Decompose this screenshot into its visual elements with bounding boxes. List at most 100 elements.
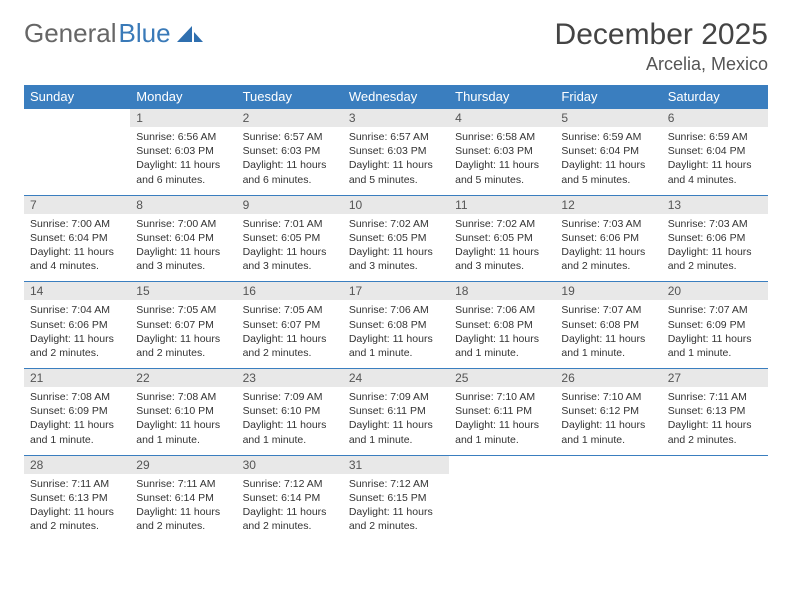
day-line: Sunset: 6:05 PM — [455, 231, 549, 245]
day-number: 2 — [237, 109, 343, 127]
day-line: Sunrise: 7:11 AM — [136, 477, 230, 491]
dow-friday: Friday — [555, 85, 661, 109]
calendar-day — [555, 455, 661, 541]
calendar-day: 15Sunrise: 7:05 AMSunset: 6:07 PMDayligh… — [130, 282, 236, 369]
day-body: Sunrise: 7:01 AMSunset: 6:05 PMDaylight:… — [237, 214, 343, 282]
day-body: Sunrise: 7:02 AMSunset: 6:05 PMDaylight:… — [343, 214, 449, 282]
day-number: 4 — [449, 109, 555, 127]
day-body: Sunrise: 7:04 AMSunset: 6:06 PMDaylight:… — [24, 300, 130, 368]
day-line: Sunrise: 7:02 AM — [349, 217, 443, 231]
day-line: Daylight: 11 hours and 1 minute. — [243, 418, 337, 446]
calendar-day: 24Sunrise: 7:09 AMSunset: 6:11 PMDayligh… — [343, 369, 449, 456]
day-line: Sunset: 6:09 PM — [668, 318, 762, 332]
location: Arcelia, Mexico — [555, 54, 768, 75]
day-line: Sunset: 6:08 PM — [349, 318, 443, 332]
calendar-day: 20Sunrise: 7:07 AMSunset: 6:09 PMDayligh… — [662, 282, 768, 369]
day-line: Sunset: 6:04 PM — [136, 231, 230, 245]
day-line: Sunrise: 7:04 AM — [30, 303, 124, 317]
month-title: December 2025 — [555, 18, 768, 52]
dow-row: Sunday Monday Tuesday Wednesday Thursday… — [24, 85, 768, 109]
day-line: Sunset: 6:09 PM — [30, 404, 124, 418]
day-line: Daylight: 11 hours and 2 minutes. — [30, 505, 124, 533]
day-line: Sunset: 6:08 PM — [561, 318, 655, 332]
day-body: Sunrise: 7:09 AMSunset: 6:10 PMDaylight:… — [237, 387, 343, 455]
day-body: Sunrise: 7:09 AMSunset: 6:11 PMDaylight:… — [343, 387, 449, 455]
day-body: Sunrise: 6:56 AMSunset: 6:03 PMDaylight:… — [130, 127, 236, 195]
day-line: Sunset: 6:03 PM — [349, 144, 443, 158]
day-line: Daylight: 11 hours and 6 minutes. — [243, 158, 337, 186]
day-line: Daylight: 11 hours and 1 minute. — [349, 332, 443, 360]
day-line: Daylight: 11 hours and 2 minutes. — [668, 418, 762, 446]
calendar-day — [449, 455, 555, 541]
calendar-day: 23Sunrise: 7:09 AMSunset: 6:10 PMDayligh… — [237, 369, 343, 456]
day-line: Daylight: 11 hours and 1 minute. — [455, 332, 549, 360]
day-line: Sunset: 6:15 PM — [349, 491, 443, 505]
calendar-week: 1Sunrise: 6:56 AMSunset: 6:03 PMDaylight… — [24, 109, 768, 196]
calendar-day: 26Sunrise: 7:10 AMSunset: 6:12 PMDayligh… — [555, 369, 661, 456]
calendar-day: 27Sunrise: 7:11 AMSunset: 6:13 PMDayligh… — [662, 369, 768, 456]
day-number: 5 — [555, 109, 661, 127]
calendar-day: 2Sunrise: 6:57 AMSunset: 6:03 PMDaylight… — [237, 109, 343, 196]
calendar-day: 10Sunrise: 7:02 AMSunset: 6:05 PMDayligh… — [343, 195, 449, 282]
day-number: 12 — [555, 196, 661, 214]
day-body: Sunrise: 7:00 AMSunset: 6:04 PMDaylight:… — [24, 214, 130, 282]
calendar-day: 21Sunrise: 7:08 AMSunset: 6:09 PMDayligh… — [24, 369, 130, 456]
day-body: Sunrise: 6:57 AMSunset: 6:03 PMDaylight:… — [237, 127, 343, 195]
day-line: Sunset: 6:10 PM — [136, 404, 230, 418]
dow-thursday: Thursday — [449, 85, 555, 109]
day-line: Daylight: 11 hours and 1 minute. — [349, 418, 443, 446]
day-body: Sunrise: 7:02 AMSunset: 6:05 PMDaylight:… — [449, 214, 555, 282]
day-line: Sunrise: 7:05 AM — [136, 303, 230, 317]
day-number: 13 — [662, 196, 768, 214]
calendar-day: 4Sunrise: 6:58 AMSunset: 6:03 PMDaylight… — [449, 109, 555, 196]
day-number — [24, 109, 130, 127]
calendar-week: 21Sunrise: 7:08 AMSunset: 6:09 PMDayligh… — [24, 369, 768, 456]
day-line: Sunset: 6:06 PM — [668, 231, 762, 245]
day-line: Daylight: 11 hours and 2 minutes. — [349, 505, 443, 533]
dow-tuesday: Tuesday — [237, 85, 343, 109]
day-body: Sunrise: 7:11 AMSunset: 6:13 PMDaylight:… — [662, 387, 768, 455]
dow-saturday: Saturday — [662, 85, 768, 109]
day-number: 8 — [130, 196, 236, 214]
day-line: Sunrise: 7:10 AM — [455, 390, 549, 404]
day-body: Sunrise: 7:10 AMSunset: 6:12 PMDaylight:… — [555, 387, 661, 455]
day-line: Sunrise: 7:03 AM — [561, 217, 655, 231]
day-number: 23 — [237, 369, 343, 387]
day-line: Sunrise: 7:07 AM — [668, 303, 762, 317]
day-body: Sunrise: 7:03 AMSunset: 6:06 PMDaylight:… — [555, 214, 661, 282]
dow-monday: Monday — [130, 85, 236, 109]
day-line: Sunset: 6:07 PM — [243, 318, 337, 332]
day-line: Sunset: 6:03 PM — [136, 144, 230, 158]
day-line: Daylight: 11 hours and 3 minutes. — [455, 245, 549, 273]
day-body: Sunrise: 6:57 AMSunset: 6:03 PMDaylight:… — [343, 127, 449, 195]
calendar-day — [24, 109, 130, 196]
day-line: Sunrise: 7:00 AM — [30, 217, 124, 231]
calendar-table: Sunday Monday Tuesday Wednesday Thursday… — [24, 85, 768, 541]
day-body: Sunrise: 7:07 AMSunset: 6:09 PMDaylight:… — [662, 300, 768, 368]
day-line: Sunrise: 7:05 AM — [243, 303, 337, 317]
day-body: Sunrise: 7:03 AMSunset: 6:06 PMDaylight:… — [662, 214, 768, 282]
calendar-week: 14Sunrise: 7:04 AMSunset: 6:06 PMDayligh… — [24, 282, 768, 369]
day-line: Daylight: 11 hours and 5 minutes. — [561, 158, 655, 186]
day-number: 6 — [662, 109, 768, 127]
calendar-day: 25Sunrise: 7:10 AMSunset: 6:11 PMDayligh… — [449, 369, 555, 456]
day-line: Daylight: 11 hours and 2 minutes. — [561, 245, 655, 273]
day-number: 3 — [343, 109, 449, 127]
day-line: Sunset: 6:08 PM — [455, 318, 549, 332]
calendar-day: 12Sunrise: 7:03 AMSunset: 6:06 PMDayligh… — [555, 195, 661, 282]
calendar-day: 5Sunrise: 6:59 AMSunset: 6:04 PMDaylight… — [555, 109, 661, 196]
day-body: Sunrise: 7:08 AMSunset: 6:10 PMDaylight:… — [130, 387, 236, 455]
day-number: 20 — [662, 282, 768, 300]
day-line: Sunset: 6:13 PM — [30, 491, 124, 505]
day-number: 10 — [343, 196, 449, 214]
day-number: 30 — [237, 456, 343, 474]
day-line: Sunset: 6:04 PM — [668, 144, 762, 158]
day-line: Daylight: 11 hours and 1 minute. — [561, 418, 655, 446]
day-number: 21 — [24, 369, 130, 387]
day-line: Daylight: 11 hours and 1 minute. — [668, 332, 762, 360]
logo: GeneralBlue — [24, 18, 203, 49]
day-number: 26 — [555, 369, 661, 387]
day-line: Sunrise: 7:07 AM — [561, 303, 655, 317]
calendar-day: 19Sunrise: 7:07 AMSunset: 6:08 PMDayligh… — [555, 282, 661, 369]
day-body: Sunrise: 6:59 AMSunset: 6:04 PMDaylight:… — [555, 127, 661, 195]
